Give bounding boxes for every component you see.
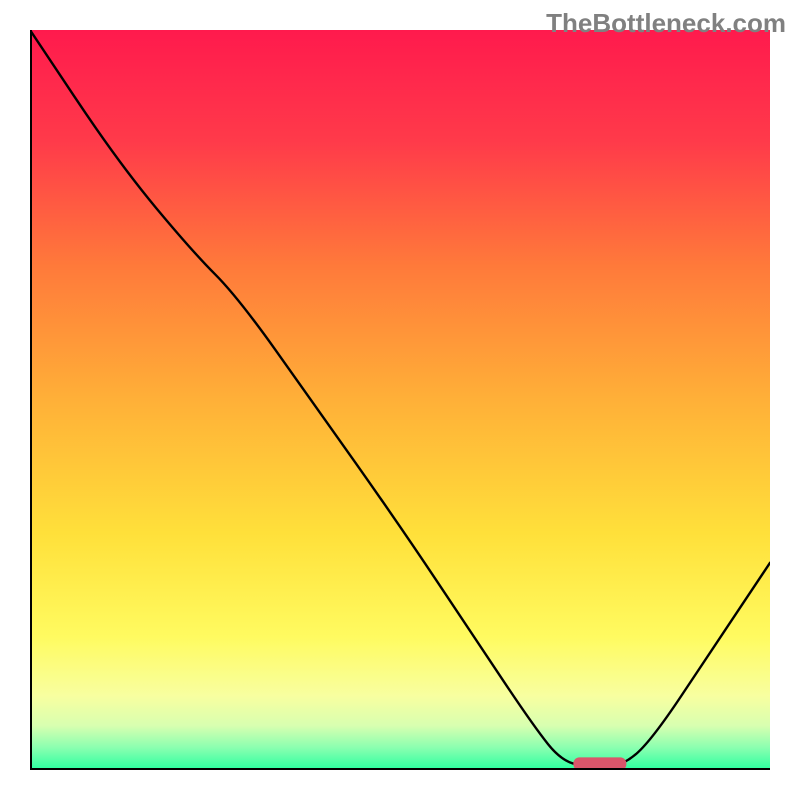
watermark-text: TheBottleneck.com [546, 8, 786, 39]
optimal-marker [573, 757, 626, 770]
plot-area [30, 30, 770, 770]
bottleneck-curve [30, 30, 770, 770]
chart-container: TheBottleneck.com [0, 0, 800, 800]
